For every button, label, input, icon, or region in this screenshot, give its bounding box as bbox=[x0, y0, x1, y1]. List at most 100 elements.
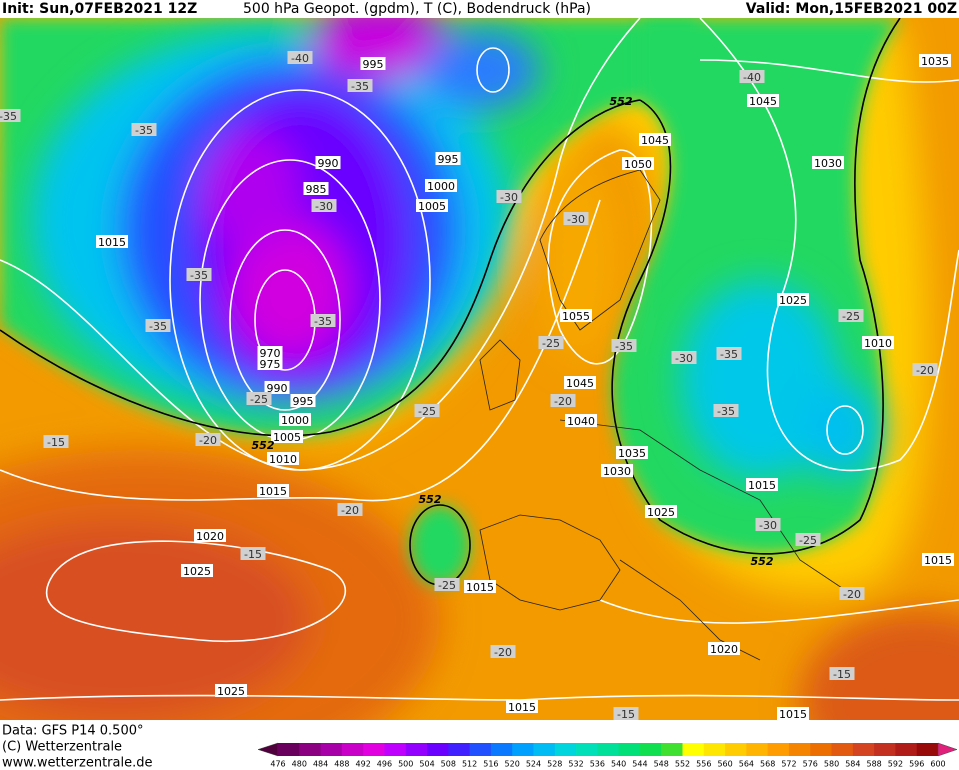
colorbar-bin bbox=[874, 743, 896, 756]
geopotential-label: 552 bbox=[751, 555, 774, 568]
isobar-label-box bbox=[303, 182, 329, 195]
colorbar-bin bbox=[661, 743, 684, 756]
isobar-label: 1035 bbox=[921, 55, 949, 68]
temperature-label-box bbox=[755, 518, 781, 531]
temperature-label: -30 bbox=[675, 352, 693, 365]
isobar-label-box bbox=[616, 446, 648, 459]
colorbar-label: 576 bbox=[803, 760, 818, 769]
isobar-label: 970 bbox=[260, 347, 281, 360]
colorbar-label: 512 bbox=[462, 760, 477, 769]
temperature-label-box bbox=[311, 199, 337, 212]
isobar-label: 1025 bbox=[647, 506, 675, 519]
colorbar-label: 500 bbox=[398, 760, 413, 769]
isobar-label-box bbox=[622, 157, 654, 170]
colorbar-label: 480 bbox=[292, 760, 307, 769]
colorbar-bin bbox=[469, 743, 492, 756]
isobar-label: 1045 bbox=[566, 377, 594, 390]
data-source: Data: GFS P14 0.500° bbox=[2, 724, 144, 739]
isobar-label-box bbox=[777, 293, 809, 306]
isobar-label-box bbox=[315, 156, 341, 169]
isobar-label: 1010 bbox=[864, 337, 892, 350]
colorbar-label: 564 bbox=[739, 760, 754, 769]
temperature-label-box bbox=[490, 645, 516, 658]
temperature-label: -20 bbox=[916, 364, 934, 377]
isobar-label: 985 bbox=[306, 183, 327, 196]
isobar-label-box bbox=[360, 57, 386, 70]
colorbar-label: 504 bbox=[419, 760, 434, 769]
isobar-label: 1030 bbox=[603, 465, 631, 478]
colorbar-bin bbox=[618, 743, 641, 756]
colorbar-label: 544 bbox=[632, 760, 647, 769]
colorbar-bin bbox=[490, 743, 513, 756]
colorbar-bin bbox=[405, 743, 428, 756]
temperature-label-box bbox=[240, 547, 266, 560]
isobar-label: 1005 bbox=[418, 200, 446, 213]
temperature-label: -25 bbox=[438, 579, 456, 592]
colorbar-bin bbox=[533, 743, 556, 756]
temperature-label-box bbox=[839, 587, 865, 600]
temperature-label-box bbox=[912, 363, 938, 376]
isobar-label-box bbox=[565, 414, 597, 427]
isobar-label: 1015 bbox=[98, 236, 126, 249]
colorbar-bin bbox=[299, 743, 322, 756]
colorbar-label: 548 bbox=[654, 760, 669, 769]
temperature-label-box bbox=[186, 268, 212, 281]
colorbar-label: 488 bbox=[334, 760, 349, 769]
temperature-label-box bbox=[287, 51, 313, 64]
colorbar-bin bbox=[746, 743, 769, 756]
colorbar-bin bbox=[788, 743, 811, 756]
isobar-label-box bbox=[264, 381, 290, 394]
temperature-label-box bbox=[131, 123, 157, 136]
colorbar-bin bbox=[639, 743, 662, 756]
colorbar-bin bbox=[852, 743, 875, 756]
temperature-label-box bbox=[414, 404, 440, 417]
temperature-label: -15 bbox=[244, 548, 262, 561]
isobar-label-box bbox=[257, 346, 283, 359]
temperature-label: -20 bbox=[341, 504, 359, 517]
colorbar-label: 528 bbox=[547, 760, 562, 769]
colorbar-bin bbox=[916, 743, 939, 756]
isobar-label: 1020 bbox=[710, 643, 738, 656]
colorbar-label: 596 bbox=[909, 760, 924, 769]
temperature-label-box bbox=[310, 314, 336, 327]
temperature-label: -15 bbox=[47, 436, 65, 449]
temperature-label: -35 bbox=[314, 315, 332, 328]
colorbar-label: 540 bbox=[611, 760, 626, 769]
temperature-label: -15 bbox=[833, 668, 851, 681]
isobar-label-box bbox=[290, 394, 316, 407]
colorbar-bin bbox=[448, 743, 471, 756]
temperature-label: -40 bbox=[291, 52, 309, 65]
temperature-label-box bbox=[716, 347, 742, 360]
temperature-label: -35 bbox=[0, 110, 17, 123]
geopotential-label: 552 bbox=[610, 95, 633, 108]
colorbar-bin bbox=[341, 743, 364, 756]
isobar-label: 975 bbox=[260, 358, 281, 371]
temperature-label: -35 bbox=[351, 80, 369, 93]
isobar-label: 1015 bbox=[508, 701, 536, 714]
green-patch bbox=[410, 505, 470, 585]
temperature-label-box bbox=[337, 503, 363, 516]
colorbar-label: 560 bbox=[717, 760, 732, 769]
isobar-label-box bbox=[506, 700, 538, 713]
isobar-label-box bbox=[181, 564, 213, 577]
colorbar-label: 568 bbox=[760, 760, 775, 769]
isobar-label-box bbox=[862, 336, 894, 349]
temperature-label: -25 bbox=[250, 393, 268, 406]
colorbar-bin bbox=[597, 743, 620, 756]
isobar-label-box bbox=[747, 94, 779, 107]
temperature-label-box bbox=[434, 578, 460, 591]
map-title: 500 hPa Geopot. (gpdm), T (C), Bodendruc… bbox=[243, 1, 591, 17]
colorbar-bin bbox=[682, 743, 705, 756]
temperature-label-box bbox=[611, 339, 637, 352]
colorbar-label: 556 bbox=[696, 760, 711, 769]
temperature-label: -25 bbox=[842, 310, 860, 323]
isobar-label-box bbox=[194, 529, 226, 542]
isobar-label-box bbox=[267, 452, 299, 465]
isobar-label: 1055 bbox=[562, 310, 590, 323]
colorbar-label: 484 bbox=[313, 760, 328, 769]
colorbar-arrow-right bbox=[937, 742, 958, 757]
temperature-label: -30 bbox=[759, 519, 777, 532]
temperature-label-box bbox=[739, 70, 765, 83]
